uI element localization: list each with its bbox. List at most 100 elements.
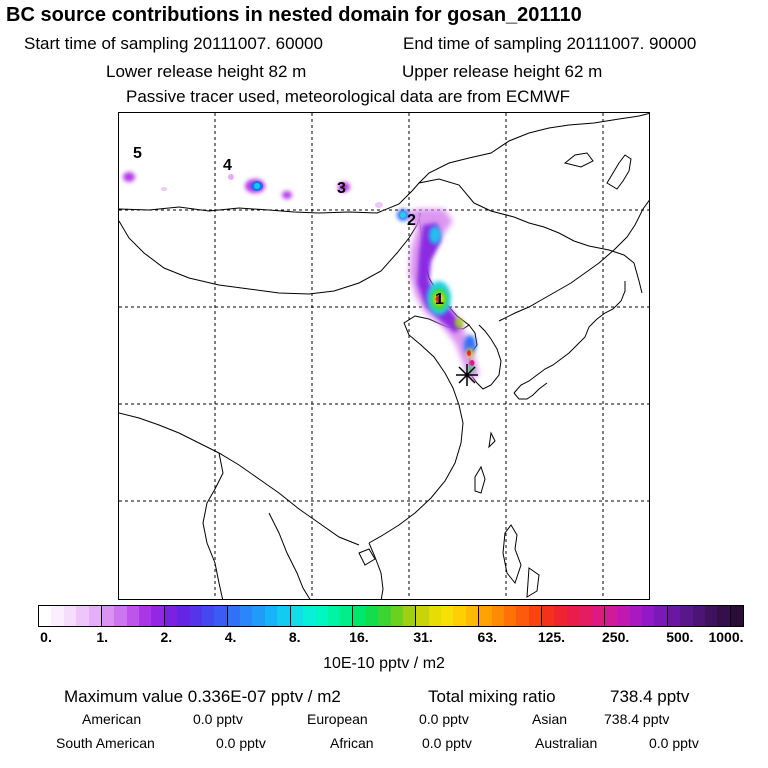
colorbar-cell: [315, 606, 328, 626]
source-marker-2: 2: [407, 212, 416, 229]
colorbar-cell: [554, 606, 567, 626]
concentration-plume: [123, 172, 479, 381]
colorbar-cell: [151, 606, 165, 626]
colorbar-cell: [516, 606, 529, 626]
colorbar-cell: [252, 606, 265, 626]
region-australian-label: Australian: [535, 735, 598, 751]
total-mixing-label: Total mixing ratio: [428, 687, 556, 706]
colorbar-tick-label: 250.: [602, 629, 630, 645]
colorbar-cell: [629, 606, 642, 626]
colorbar-cell: [566, 606, 580, 626]
colorbar-cell: [542, 606, 555, 626]
source-marker-5: 5: [133, 145, 142, 162]
start-time: Start time of sampling 20111007. 60000: [24, 34, 323, 53]
region-african-value: 0.0 pptv: [422, 735, 472, 751]
region-asian-value: 738.4 pptv: [604, 711, 670, 727]
colorbar-cell: [214, 606, 228, 626]
colorbar-cell: [327, 606, 340, 626]
max-value: Maximum value 0.336E-07 pptv / m2: [64, 687, 341, 706]
colorbar-cell: [201, 606, 215, 626]
colorbar-cell: [642, 606, 655, 626]
colorbar-tick-label: 1000.: [708, 629, 744, 645]
colorbar: [38, 605, 744, 627]
colorbar-cell: [617, 606, 630, 626]
map-panel: 1 2 3 4 5: [118, 112, 650, 600]
colorbar-cell: [680, 606, 693, 626]
colorbar-cell: [353, 606, 366, 626]
colorbar-cell: [667, 606, 681, 626]
colorbar-cell: [441, 606, 454, 626]
source-marker-3: 3: [337, 180, 346, 197]
colorbar-cell: [240, 606, 253, 626]
end-time: End time of sampling 20111007. 90000: [403, 34, 697, 53]
colorbar-cell: [126, 606, 139, 626]
receptor-star-icon: [456, 364, 478, 386]
source-marker-1: 1: [435, 291, 444, 308]
colorbar-cell: [114, 606, 127, 626]
colorbar-cell: [101, 606, 115, 626]
colorbar-tick-label: 2.: [160, 629, 173, 645]
colorbar-cell: [390, 606, 403, 626]
colorbar-cell: [704, 606, 718, 626]
region-european-value: 0.0 pptv: [419, 711, 469, 727]
colorbar-cell: [604, 606, 618, 626]
colorbar-cell: [177, 606, 190, 626]
colorbar-tick-label: 4.: [224, 629, 237, 645]
region-european-label: European: [307, 711, 368, 727]
colorbar-tick-label: 8.: [288, 629, 301, 645]
colorbar-cell: [479, 606, 492, 626]
colorbar-tick-label: 1.: [96, 629, 109, 645]
colorbar-cell: [302, 606, 316, 626]
colorbar-cell: [139, 606, 152, 626]
colorbar-cell: [164, 606, 178, 626]
colorbar-tick-label: 0.: [40, 629, 52, 645]
colorbar-cell: [491, 606, 504, 626]
colorbar-tick-label: 31.: [413, 629, 433, 645]
colorbar-cell: [76, 606, 89, 626]
colorbar-cell: [39, 606, 52, 626]
colorbar-cell: [579, 606, 592, 626]
colorbar-cell: [264, 606, 278, 626]
colorbar-cell: [365, 606, 379, 626]
coastlines: [119, 113, 649, 599]
colorbar-tick-label: 63.: [477, 629, 497, 645]
source-marker-4: 4: [223, 157, 232, 174]
colorbar-tick-label: 500.: [666, 629, 694, 645]
colorbar-cell: [340, 606, 354, 626]
upper-release-height: Upper release height 62 m: [402, 62, 603, 81]
colorbar-cell: [428, 606, 441, 626]
lower-release-height: Lower release height 82 m: [106, 62, 307, 81]
colorbar-cell: [189, 606, 202, 626]
colorbar-cell: [692, 606, 705, 626]
total-mixing-value: 738.4 pptv: [610, 687, 690, 706]
colorbar-cell: [730, 606, 743, 626]
colorbar-cell: [453, 606, 466, 626]
colorbar-cell: [277, 606, 291, 626]
region-south-american-label: South American: [56, 735, 155, 751]
colorbar-cell: [290, 606, 303, 626]
colorbar-units: 10E-10 pptv / m2: [323, 655, 445, 672]
region-american-label: American: [82, 711, 142, 727]
colorbar-cell: [378, 606, 391, 626]
colorbar-cell: [51, 606, 64, 626]
colorbar-cell: [88, 606, 102, 626]
lat-lon-grid: [119, 113, 649, 599]
colorbar-cell: [402, 606, 417, 626]
region-australian-value: 0.0 pptv: [649, 735, 699, 751]
colorbar-cell: [227, 606, 240, 626]
map-canvas: 1 2 3 4 5: [119, 113, 649, 599]
colorbar-cell: [654, 606, 668, 626]
region-american-value: 0.0 pptv: [193, 711, 243, 727]
colorbar-cell: [465, 606, 480, 626]
colorbar-cell: [416, 606, 429, 626]
region-asian-label: Asian: [532, 711, 568, 727]
colorbar-cell: [63, 606, 77, 626]
colorbar-cell: [591, 606, 605, 626]
region-south-american-value: 0.0 pptv: [216, 735, 266, 751]
tracer-note: Passive tracer used, meteorological data…: [126, 87, 571, 106]
colorbar-tick-label: 16.: [349, 629, 369, 645]
plot-title: BC source contributions in nested domain…: [6, 4, 582, 26]
colorbar-cell: [717, 606, 731, 626]
region-african-label: African: [330, 735, 374, 751]
colorbar-cell: [528, 606, 542, 626]
